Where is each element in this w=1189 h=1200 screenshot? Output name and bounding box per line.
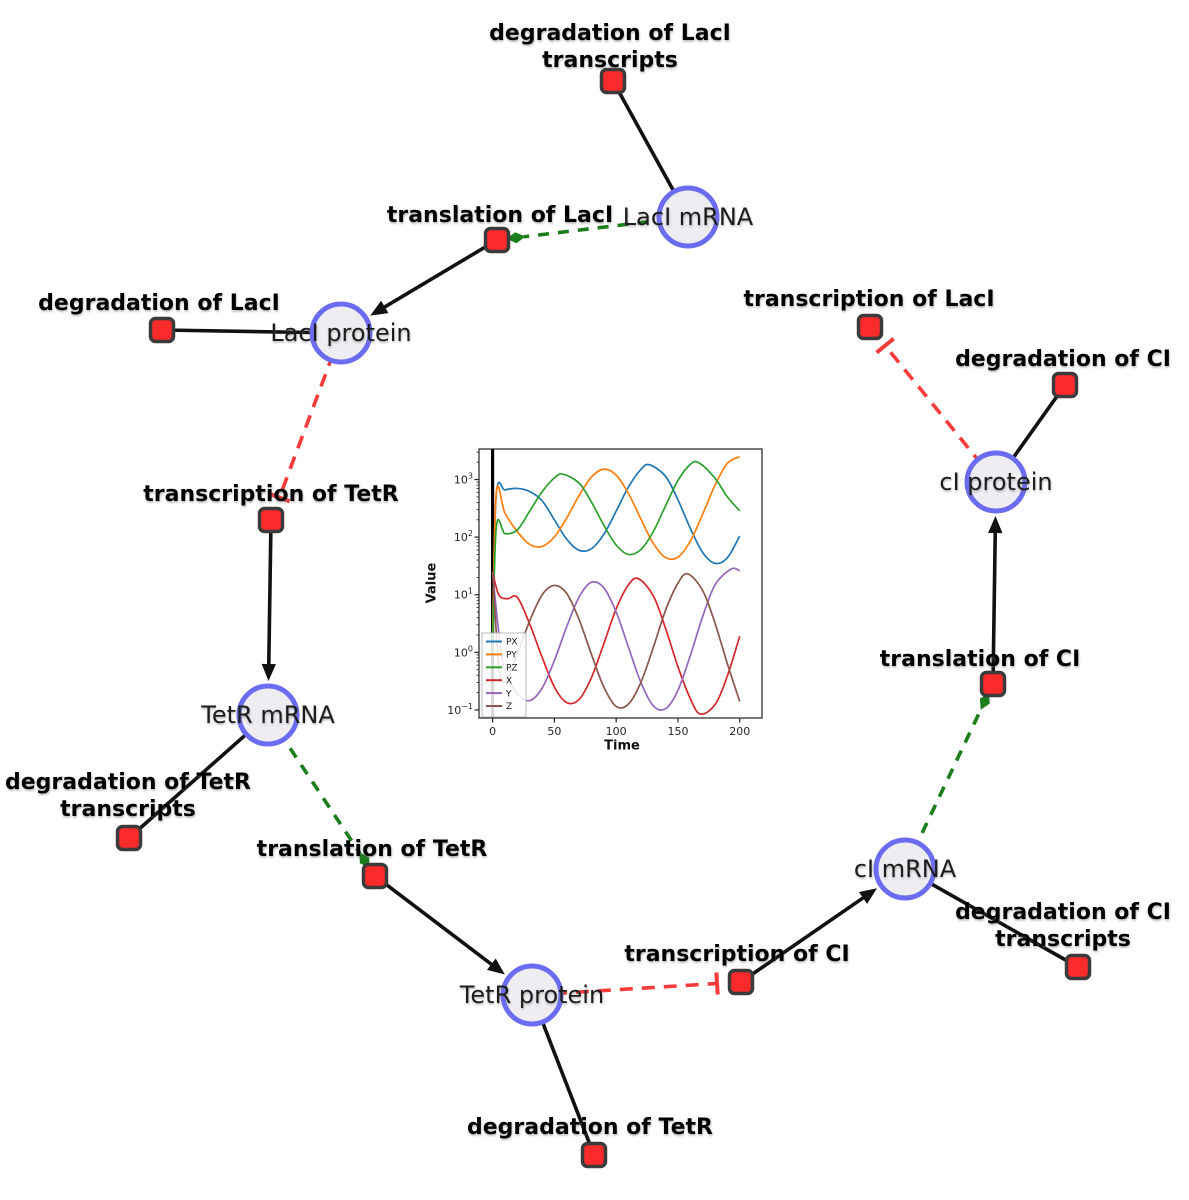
reaction-node-deg_laci[interactable]: [148, 316, 176, 344]
species-node-tetr_mrna[interactable]: [236, 683, 300, 747]
svg-text:101: 101: [454, 587, 473, 602]
plot-curves: [491, 455, 741, 715]
reaction-label-deg_ci: degradation of CI: [955, 347, 1171, 372]
reaction-label-transl_tetr: translation of TetR: [257, 837, 488, 862]
arrowhead-icon: [858, 888, 878, 904]
arrowhead-icon: [261, 663, 276, 682]
reaction-label-deg_ci_tx: degradation of CI transcripts: [955, 900, 1171, 952]
series-PZ: [491, 460, 741, 653]
reaction-node-transl_laci[interactable]: [483, 226, 511, 254]
series-X: [491, 571, 741, 715]
species-label-tetr_mrna: TetR mRNA: [200, 701, 335, 729]
plot-legend: PX PY PZ XYZ: [481, 632, 527, 718]
legend-label-PX: PX: [506, 638, 518, 648]
legend-label-PY: PY: [506, 651, 517, 661]
reaction-node-deg_ci[interactable]: [1051, 371, 1079, 399]
reaction-node-transl_tetr[interactable]: [361, 862, 389, 890]
reaction-node-transcr_tetr[interactable]: [257, 506, 285, 534]
species-label-laci_protein: LacI protein: [270, 319, 411, 347]
svg-text:102: 102: [454, 529, 473, 544]
edge-consumption-ci_mrna-deg_ci_tx: [904, 867, 1079, 969]
svg-text:0: 0: [489, 725, 496, 738]
svg-text:100: 100: [606, 725, 627, 738]
plot-x-axis-label: Time: [604, 738, 640, 754]
reaction-label-transcr_laci: transcription of LacI: [743, 287, 994, 312]
svg-text:150: 150: [667, 725, 688, 738]
edge-production-transcr_tetr-tetr_mrna: [261, 519, 276, 682]
reaction-node-transcr_ci[interactable]: [727, 968, 755, 996]
reaction-node-deg_tetr[interactable]: [580, 1141, 608, 1169]
legend-label-Z: Z: [506, 702, 512, 712]
species-node-ci_protein[interactable]: [964, 450, 1028, 514]
species-label-laci_mrna: LacI mRNA: [623, 203, 754, 231]
reaction-label-deg_laci: degradation of LacI: [38, 291, 280, 316]
species-label-ci_mrna: cI mRNA: [854, 855, 957, 883]
species-label-tetr_protein: TetR protein: [459, 981, 604, 1009]
svg-text:50: 50: [547, 725, 561, 738]
svg-text:200: 200: [729, 725, 750, 738]
species-node-laci_protein[interactable]: [309, 301, 373, 365]
plot-canvas: 0 50 100 150 200 103 102 101 100 10−1 PX PY PZ XYZ: [447, 448, 763, 738]
svg-text:10−1: 10−1: [447, 702, 473, 717]
species-node-laci_mrna[interactable]: [656, 185, 720, 249]
legend-label-X: X: [506, 676, 512, 686]
series-Z: [491, 571, 741, 709]
edge-production-transl_laci-laci_protein: [370, 238, 498, 316]
reaction-node-deg_laci_tx[interactable]: [599, 67, 627, 95]
nodes-layer: [115, 67, 1092, 1169]
diamond-arrowhead-icon: [506, 232, 526, 244]
reaction-node-transl_ci[interactable]: [979, 670, 1007, 698]
species-node-tetr_protein[interactable]: [500, 963, 564, 1027]
reaction-node-deg_ci_tx[interactable]: [1064, 953, 1092, 981]
y-axis-ticks: 103 102 101 100 10−1: [447, 451, 479, 717]
reaction-label-transl_laci: translation of LacI: [387, 203, 613, 228]
inhibition-tee-icon: [714, 972, 720, 995]
edge-production-transl_tetr-tetr_protein: [373, 874, 505, 975]
reaction-label-transl_ci: translation of CI: [880, 647, 1081, 672]
plot-spines: [478, 448, 763, 719]
svg-text:103: 103: [454, 472, 473, 487]
reaction-node-deg_tetr_tx[interactable]: [115, 824, 143, 852]
legend-label-Y: Y: [505, 689, 512, 699]
legend-label-PZ: PZ: [506, 664, 518, 674]
labels-layer: LacI mRNA LacI protein TetR mRNA TetR prote…: [5, 21, 1171, 1140]
svg-text:100: 100: [454, 644, 473, 659]
species-node-ci_mrna[interactable]: [873, 837, 937, 901]
plot-y-axis-label: Value: [424, 562, 440, 604]
reaction-label-deg_tetr_tx: degradation of TetR transcripts: [5, 770, 251, 822]
inhibition-tee-icon: [268, 491, 291, 504]
x-axis-ticks: 0 50 100 150 200: [489, 718, 750, 738]
arrowhead-icon: [487, 958, 505, 975]
edge-production-transl_ci-ci_protein: [988, 515, 1003, 685]
simulation-timeseries-plot: 0 50 100 150 200 103 102 101 100 10−1 PX PY PZ X Y Z Va…: [415, 432, 775, 762]
reaction-label-transcr_ci: transcription of CI: [624, 942, 849, 967]
reaction-label-deg_tetr: degradation of TetR: [467, 1115, 713, 1140]
reaction-label-deg_laci_tx: degradation of LacI transcripts: [489, 21, 731, 73]
arrowhead-icon: [988, 515, 1003, 534]
arrowhead-icon: [370, 300, 389, 316]
series-PY: [491, 455, 741, 636]
reaction-label-transcr_tetr: transcription of TetR: [143, 482, 399, 507]
edge-production-transcr_ci-ci_mrna: [739, 888, 878, 984]
reaction-node-transcr_laci[interactable]: [856, 313, 884, 341]
inhibition-tee-icon: [875, 337, 895, 355]
species-label-ci_protein: cI protein: [939, 468, 1052, 496]
